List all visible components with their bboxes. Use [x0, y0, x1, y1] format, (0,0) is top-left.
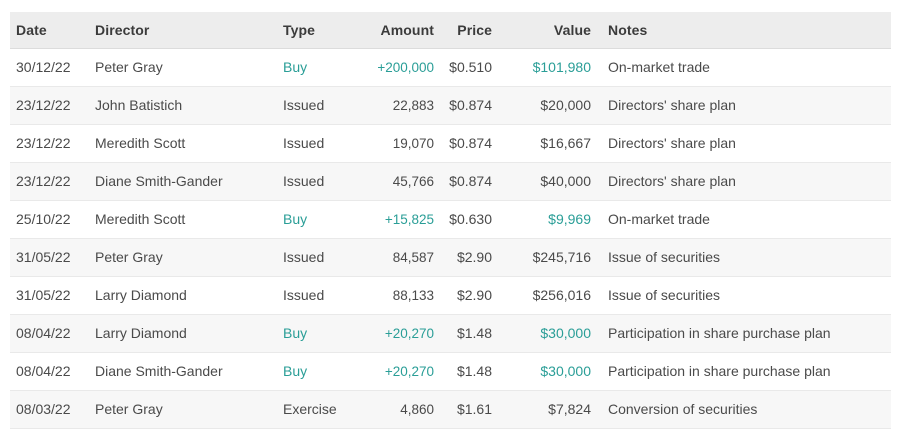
cell-amount: 19,070 [348, 124, 434, 163]
table-row: 25/10/22 Meredith Scott Buy +15,825 $0.630 $9… [10, 200, 891, 239]
cell-value: $16,667 [492, 124, 591, 163]
cell-price: $2.90 [434, 238, 492, 277]
cell-price: $0.874 [434, 86, 492, 125]
cell-price: $1.48 [434, 314, 492, 353]
cell-director: Larry Diamond [95, 314, 283, 353]
table-row: 31/05/22 Larry Diamond Issued 88,133 $2.90 $2… [10, 276, 891, 315]
cell-date: 31/05/22 [10, 276, 95, 315]
table-row: 23/12/22 Meredith Scott Issued 19,070 $0.874… [10, 124, 891, 163]
table-header-row: Date Director Type Amount Price Value Notes [10, 12, 891, 49]
cell-director: Meredith Scott [95, 124, 283, 163]
cell-date: 23/12/22 [10, 124, 95, 163]
column-header-date: Date [10, 12, 95, 49]
column-header-amount: Amount [348, 12, 434, 49]
cell-value: $101,980 [492, 48, 591, 87]
cell-amount: +20,270 [348, 314, 434, 353]
column-header-notes: Notes [591, 12, 891, 49]
cell-director: Larry Diamond [95, 276, 283, 315]
cell-notes: Issue of securities [591, 238, 891, 277]
cell-type: Issued [283, 238, 348, 277]
cell-notes: Directors' share plan [591, 162, 891, 201]
cell-notes: Directors' share plan [591, 86, 891, 125]
table-row: 30/12/22 Peter Gray Buy +200,000 $0.510 $101,… [10, 48, 891, 87]
cell-price: $1.48 [434, 352, 492, 391]
cell-type: Buy [283, 314, 348, 353]
cell-amount: 4,860 [348, 390, 434, 429]
cell-amount: +200,000 [348, 48, 434, 87]
cell-date: 25/10/22 [10, 200, 95, 239]
cell-price: $2.90 [434, 276, 492, 315]
cell-price: $0.874 [434, 124, 492, 163]
cell-director: Diane Smith-Gander [95, 352, 283, 391]
cell-amount: 22,883 [348, 86, 434, 125]
cell-date: 08/03/22 [10, 390, 95, 429]
cell-type: Exercise [283, 390, 348, 429]
cell-notes: Participation in share purchase plan [591, 314, 891, 353]
table-row: 23/12/22 Diane Smith-Gander Issued 45,766 $0… [10, 162, 891, 201]
cell-type: Issued [283, 162, 348, 201]
cell-director: Peter Gray [95, 390, 283, 429]
cell-type: Issued [283, 86, 348, 125]
cell-value: $7,824 [492, 390, 591, 429]
cell-type: Buy [283, 352, 348, 391]
cell-notes: Conversion of securities [591, 390, 891, 429]
table-row: 08/04/22 Larry Diamond Buy +20,270 $1.48 $30,… [10, 314, 891, 353]
cell-date: 08/04/22 [10, 352, 95, 391]
column-header-director: Director [95, 12, 283, 49]
cell-type: Issued [283, 124, 348, 163]
cell-director: Diane Smith-Gander [95, 162, 283, 201]
table-row: 08/04/22 Diane Smith-Gander Buy +20,270 $1.4… [10, 352, 891, 391]
cell-notes: Issue of securities [591, 276, 891, 315]
cell-amount: 88,133 [348, 276, 434, 315]
cell-date: 30/12/22 [10, 48, 95, 87]
directors-transactions: Date Director Type Amount Price Value Notes 30… [10, 12, 891, 429]
cell-value: $20,000 [492, 86, 591, 125]
cell-value: $256,016 [492, 276, 591, 315]
cell-price: $1.61 [434, 390, 492, 429]
table-row: 08/03/22 Peter Gray Exercise 4,860 $1.61 $7,8… [10, 390, 891, 429]
cell-amount: +20,270 [348, 352, 434, 391]
cell-value: $245,716 [492, 238, 591, 277]
cell-price: $0.874 [434, 162, 492, 201]
cell-date: 08/04/22 [10, 314, 95, 353]
cell-notes: Participation in share purchase plan [591, 352, 891, 391]
cell-notes: On-market trade [591, 200, 891, 239]
cell-notes: Directors' share plan [591, 124, 891, 163]
cell-value: $30,000 [492, 314, 591, 353]
insider-trades-table: Date Director Type Amount Price Value Notes 30… [10, 12, 891, 429]
table-row: 23/12/22 John Batistich Issued 22,883 $0.874… [10, 86, 891, 125]
cell-date: 31/05/22 [10, 238, 95, 277]
cell-date: 23/12/22 [10, 86, 95, 125]
cell-notes: On-market trade [591, 48, 891, 87]
cell-type: Buy [283, 48, 348, 87]
cell-amount: +15,825 [348, 200, 434, 239]
cell-type: Buy [283, 200, 348, 239]
cell-amount: 84,587 [348, 238, 434, 277]
cell-price: $0.510 [434, 48, 492, 87]
cell-director: Meredith Scott [95, 200, 283, 239]
table-row: 31/05/22 Peter Gray Issued 84,587 $2.90 $245,… [10, 238, 891, 277]
cell-director: Peter Gray [95, 238, 283, 277]
column-header-type: Type [283, 12, 348, 49]
cell-director: Peter Gray [95, 48, 283, 87]
column-header-value: Value [492, 12, 591, 49]
cell-amount: 45,766 [348, 162, 434, 201]
cell-director: John Batistich [95, 86, 283, 125]
cell-type: Issued [283, 276, 348, 315]
column-header-price: Price [434, 12, 492, 49]
cell-value: $9,969 [492, 200, 591, 239]
cell-price: $0.630 [434, 200, 492, 239]
cell-value: $30,000 [492, 352, 591, 391]
cell-date: 23/12/22 [10, 162, 95, 201]
cell-value: $40,000 [492, 162, 591, 201]
